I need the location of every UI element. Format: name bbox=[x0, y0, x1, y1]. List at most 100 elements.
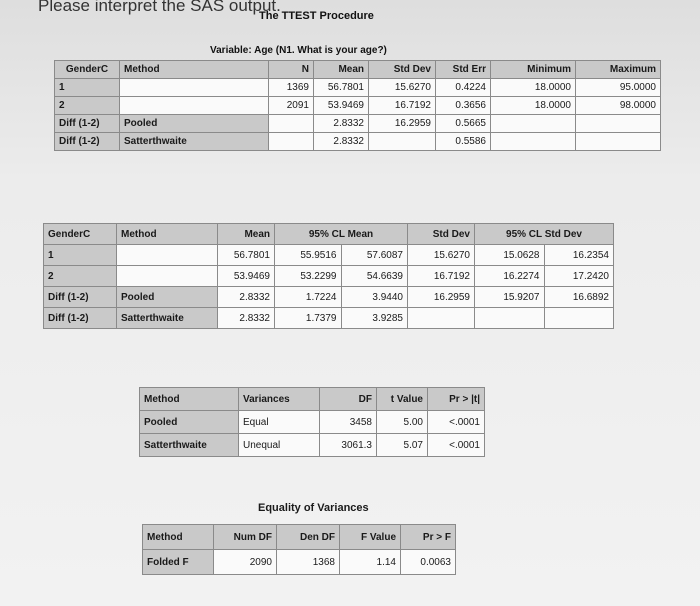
column-header: Variances bbox=[238, 387, 320, 411]
table-cell bbox=[116, 265, 218, 287]
table-row: Diff (1-2) Satterthwaite 2.8332 1.7379 3… bbox=[43, 307, 614, 329]
table-cell: 1.7224 bbox=[274, 286, 342, 308]
table-cell: 2.8332 bbox=[313, 132, 369, 151]
table-cell: 0.4224 bbox=[435, 78, 491, 97]
table-cell: 18.0000 bbox=[490, 96, 576, 115]
question-text: Please interpret the SAS output. bbox=[38, 0, 281, 15]
table-cell: 0.5665 bbox=[435, 114, 491, 133]
table-cell: 3458 bbox=[319, 410, 377, 434]
table-cell: Diff (1-2) bbox=[43, 307, 117, 329]
table-cell bbox=[474, 307, 545, 329]
table-cell: 54.6639 bbox=[340, 265, 408, 287]
equality-of-variances-title: Equality of Variances bbox=[258, 502, 369, 514]
table-cell: 95.0000 bbox=[575, 78, 661, 97]
procedure-title: The TTEST Procedure bbox=[259, 10, 374, 22]
table-cell: 16.7192 bbox=[407, 265, 475, 287]
table-cell bbox=[575, 114, 661, 133]
table-cell: Satterthwaite bbox=[119, 132, 269, 151]
table-cell: 15.6270 bbox=[407, 244, 475, 266]
table-cell: Satterthwaite bbox=[116, 307, 218, 329]
table-cell: 3061.3 bbox=[319, 433, 377, 457]
column-header: Num DF bbox=[213, 524, 277, 550]
table-cell: Folded F bbox=[142, 549, 214, 575]
table-cell: 55.9516 bbox=[274, 244, 342, 266]
table-row: 1 56.7801 55.9516 57.6087 15.6270 15.062… bbox=[43, 244, 614, 266]
table-cell: 16.2959 bbox=[368, 114, 436, 133]
column-header: N bbox=[268, 60, 314, 79]
confidence-limits-table: GenderC Method Mean 95% CL Mean Std Dev … bbox=[43, 223, 614, 329]
table-cell: 2.8332 bbox=[313, 114, 369, 133]
table-cell bbox=[407, 307, 475, 329]
variable-label: Variable: Age (N1. What is your age?) bbox=[210, 45, 387, 56]
table-cell: 16.2354 bbox=[543, 244, 614, 266]
table-row: 2 53.9469 53.2299 54.6639 16.7192 16.227… bbox=[43, 265, 614, 287]
table-cell: Diff (1-2) bbox=[54, 132, 120, 151]
column-header: Method bbox=[116, 223, 218, 245]
table-cell bbox=[119, 96, 269, 115]
table-cell bbox=[268, 114, 314, 133]
table-row: Diff (1-2) Satterthwaite 2.8332 0.5586 bbox=[54, 132, 661, 151]
table-cell: 56.7801 bbox=[313, 78, 369, 97]
table-cell: 53.9469 bbox=[217, 265, 275, 287]
table-cell: 0.3656 bbox=[435, 96, 491, 115]
table-cell: 2 bbox=[54, 96, 120, 115]
table-cell bbox=[116, 244, 218, 266]
table-cell: 98.0000 bbox=[575, 96, 661, 115]
table-cell: 1.14 bbox=[339, 549, 401, 575]
table-cell: 5.00 bbox=[376, 410, 428, 434]
ttest-results-table: Method Variances DF t Value Pr > |t| Poo… bbox=[139, 387, 485, 457]
table-header-row: Method Num DF Den DF F Value Pr > F bbox=[142, 524, 456, 550]
table-cell: 3.9285 bbox=[340, 307, 408, 329]
column-header: Mean bbox=[313, 60, 369, 79]
table-cell bbox=[490, 132, 576, 151]
table-cell: Diff (1-2) bbox=[43, 286, 117, 308]
table-cell: 1.7379 bbox=[274, 307, 342, 329]
table-header-row: GenderC Method N Mean Std Dev Std Err Mi… bbox=[54, 60, 661, 79]
column-header: Method bbox=[142, 524, 214, 550]
table-cell: 56.7801 bbox=[217, 244, 275, 266]
table-cell: 16.2274 bbox=[474, 265, 545, 287]
table-cell: Pooled bbox=[119, 114, 269, 133]
table-cell: 1 bbox=[43, 244, 117, 266]
table-row: Folded F 2090 1368 1.14 0.0063 bbox=[142, 549, 456, 575]
table-cell: 16.6892 bbox=[543, 286, 614, 308]
table-cell: 53.9469 bbox=[313, 96, 369, 115]
column-header: Method bbox=[139, 387, 239, 411]
column-header: F Value bbox=[339, 524, 401, 550]
table-cell: 1 bbox=[54, 78, 120, 97]
column-header: Std Dev bbox=[407, 223, 475, 245]
table-row: 2 2091 53.9469 16.7192 0.3656 18.0000 98… bbox=[54, 96, 661, 115]
table-cell: 17.2420 bbox=[543, 265, 614, 287]
column-header: 95% CL Mean bbox=[274, 223, 408, 245]
table-cell: Pooled bbox=[139, 410, 239, 434]
table-cell: 0.0063 bbox=[400, 549, 456, 575]
column-header: Std Dev bbox=[368, 60, 436, 79]
table-cell bbox=[119, 78, 269, 97]
table-cell: 15.6270 bbox=[368, 78, 436, 97]
column-header: t Value bbox=[376, 387, 428, 411]
column-header: Pr > |t| bbox=[427, 387, 485, 411]
table-cell: 15.9207 bbox=[474, 286, 545, 308]
table-row: Pooled Equal 3458 5.00 <.0001 bbox=[139, 410, 485, 434]
column-header: Den DF bbox=[276, 524, 340, 550]
table-cell: 15.0628 bbox=[474, 244, 545, 266]
table-header-row: Method Variances DF t Value Pr > |t| bbox=[139, 387, 485, 411]
table-cell: 1368 bbox=[276, 549, 340, 575]
table-row: Diff (1-2) Pooled 2.8332 16.2959 0.5665 bbox=[54, 114, 661, 133]
table-cell: 2091 bbox=[268, 96, 314, 115]
column-header: GenderC bbox=[54, 60, 120, 79]
table-cell: 2.8332 bbox=[217, 307, 275, 329]
column-header: Method bbox=[119, 60, 269, 79]
table-cell: 2.8332 bbox=[217, 286, 275, 308]
table-cell: 57.6087 bbox=[340, 244, 408, 266]
column-header: Maximum bbox=[575, 60, 661, 79]
table-cell: 2090 bbox=[213, 549, 277, 575]
table-cell: 0.5586 bbox=[435, 132, 491, 151]
table-header-row: GenderC Method Mean 95% CL Mean Std Dev … bbox=[43, 223, 614, 245]
equality-of-variances-table: Method Num DF Den DF F Value Pr > F Fold… bbox=[142, 524, 456, 575]
table-cell: 1369 bbox=[268, 78, 314, 97]
table-cell: <.0001 bbox=[427, 410, 485, 434]
table-cell bbox=[490, 114, 576, 133]
table-cell bbox=[575, 132, 661, 151]
